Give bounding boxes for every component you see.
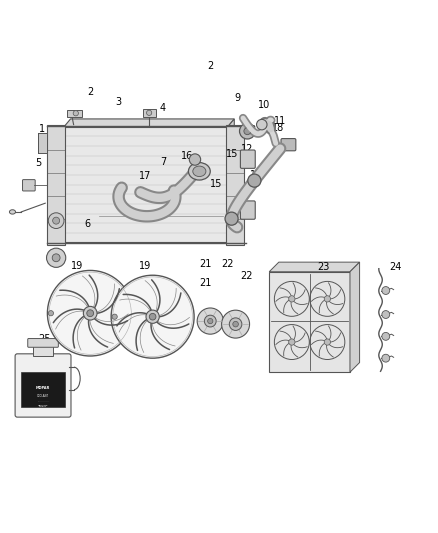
Circle shape: [73, 111, 78, 116]
FancyBboxPatch shape: [240, 201, 255, 219]
Bar: [33, 346, 53, 356]
Text: 12: 12: [241, 143, 254, 154]
Text: 17: 17: [138, 171, 151, 181]
Text: COOLANT: COOLANT: [37, 394, 49, 398]
Bar: [143, 109, 155, 117]
Text: 23: 23: [318, 262, 330, 272]
Text: MOPAR: MOPAR: [36, 386, 50, 391]
Text: 2: 2: [207, 61, 213, 71]
Text: 24: 24: [390, 262, 402, 272]
Circle shape: [382, 311, 390, 318]
Circle shape: [382, 354, 390, 362]
Text: 9: 9: [235, 93, 241, 103]
Text: 25: 25: [38, 334, 51, 344]
Bar: [21, 372, 65, 407]
Text: 19: 19: [139, 261, 151, 271]
FancyBboxPatch shape: [240, 150, 255, 168]
Text: 19: 19: [71, 261, 83, 271]
Circle shape: [146, 310, 159, 324]
Text: 2: 2: [87, 87, 93, 97]
FancyBboxPatch shape: [28, 338, 58, 348]
Circle shape: [289, 339, 295, 345]
Bar: [38, 133, 47, 153]
Circle shape: [47, 270, 133, 356]
FancyBboxPatch shape: [281, 139, 296, 151]
Text: ___________: ___________: [37, 401, 49, 402]
Text: 4: 4: [159, 103, 165, 114]
FancyBboxPatch shape: [22, 180, 35, 191]
Text: 22: 22: [222, 260, 234, 269]
Circle shape: [112, 314, 117, 319]
Text: 5: 5: [35, 158, 42, 167]
Ellipse shape: [10, 210, 15, 214]
Circle shape: [289, 296, 295, 302]
Text: 11: 11: [274, 116, 286, 126]
Text: 6: 6: [84, 219, 90, 229]
Text: 13: 13: [245, 125, 257, 135]
Circle shape: [324, 296, 331, 302]
Circle shape: [230, 318, 242, 330]
Circle shape: [197, 308, 223, 334]
Polygon shape: [64, 127, 228, 243]
Text: 7: 7: [160, 157, 167, 167]
Circle shape: [48, 213, 64, 229]
Bar: [67, 110, 82, 117]
Text: 20: 20: [157, 279, 170, 289]
Circle shape: [257, 119, 267, 130]
Circle shape: [382, 287, 390, 294]
Bar: [269, 272, 350, 372]
Text: 1: 1: [39, 124, 45, 134]
Circle shape: [382, 333, 390, 340]
Circle shape: [46, 248, 66, 268]
Bar: [226, 125, 244, 245]
Circle shape: [111, 275, 194, 358]
Text: 15: 15: [226, 149, 238, 159]
Polygon shape: [64, 119, 234, 127]
Circle shape: [244, 128, 251, 135]
Circle shape: [189, 154, 201, 165]
Circle shape: [222, 310, 250, 338]
Bar: [47, 125, 65, 245]
Text: 20: 20: [88, 274, 100, 285]
Circle shape: [83, 306, 97, 320]
Circle shape: [147, 110, 152, 116]
Polygon shape: [228, 119, 234, 243]
Circle shape: [53, 217, 60, 224]
Text: 21: 21: [199, 260, 211, 269]
Polygon shape: [269, 262, 360, 272]
Circle shape: [48, 311, 53, 316]
Circle shape: [208, 318, 213, 324]
Text: 21: 21: [199, 278, 211, 288]
Text: 22: 22: [240, 271, 253, 281]
Text: 8: 8: [187, 176, 193, 187]
Text: 18: 18: [157, 192, 169, 203]
Ellipse shape: [188, 163, 210, 180]
Circle shape: [52, 254, 60, 262]
Text: 16: 16: [181, 151, 193, 161]
Circle shape: [87, 310, 94, 317]
Text: 14: 14: [283, 139, 295, 149]
Text: 18: 18: [272, 123, 284, 133]
Ellipse shape: [193, 166, 206, 176]
Text: GENUINE
MOPAR: GENUINE MOPAR: [38, 405, 48, 407]
Circle shape: [240, 123, 255, 139]
FancyBboxPatch shape: [15, 354, 71, 417]
Text: 15: 15: [210, 180, 222, 189]
Circle shape: [324, 339, 331, 345]
Circle shape: [248, 174, 261, 187]
Circle shape: [205, 315, 216, 327]
Circle shape: [149, 313, 156, 320]
Text: 14: 14: [250, 170, 262, 180]
Text: 10: 10: [258, 100, 270, 110]
Polygon shape: [350, 262, 360, 372]
Text: 3: 3: [116, 97, 122, 107]
Circle shape: [225, 212, 238, 225]
Circle shape: [233, 321, 238, 327]
